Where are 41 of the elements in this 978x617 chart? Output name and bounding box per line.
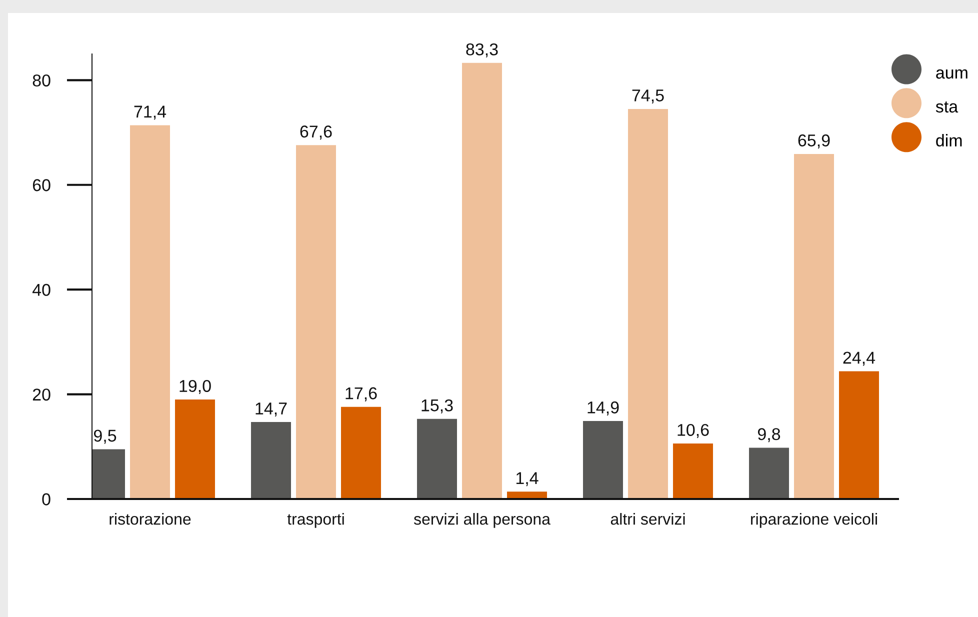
data-label: 24,4: [843, 352, 876, 366]
data-label: 17,6: [346, 387, 377, 402]
data-label: 83,3: [466, 43, 498, 58]
legend-label: sta: [936, 101, 958, 113]
y-tick-label: 80: [32, 74, 50, 87]
legend-label: dim: [936, 134, 962, 147]
data-label: 14,7: [256, 402, 287, 417]
bar: [749, 448, 789, 499]
bar: [175, 400, 215, 499]
x-tick-label: servizi alla persona: [414, 513, 550, 528]
data-label: 9,8: [758, 428, 780, 442]
data-label: 67,6: [300, 126, 332, 140]
x-tick-label: trasporti: [287, 513, 344, 528]
x-tick-label: ristorazione: [110, 513, 191, 525]
data-label: 1,4: [516, 472, 538, 486]
bar: [462, 62, 502, 499]
x-tick-label: riparazione veicoli: [751, 513, 877, 528]
bar: [341, 406, 381, 499]
data-label: 10,6: [678, 424, 709, 438]
data-label: 19,0: [180, 380, 211, 394]
data-label: 74,5: [632, 90, 664, 104]
bar: [417, 418, 457, 499]
bar: [583, 420, 623, 499]
data-label: 65,9: [798, 134, 830, 148]
data-label: 9,5: [94, 430, 116, 444]
y-tick-label: 40: [32, 284, 50, 296]
legend-label: aum: [936, 69, 968, 79]
x-tick-label: altri servizi: [610, 513, 685, 525]
data-label: 14,9: [588, 401, 619, 416]
y-tick-label: 60: [32, 179, 50, 192]
bar: [794, 154, 834, 499]
bar: [130, 125, 170, 499]
y-tick-label: 0: [42, 493, 50, 506]
bar: [673, 444, 713, 499]
bar: [628, 108, 668, 499]
bar: [296, 145, 336, 499]
y-tick-label: 20: [32, 388, 50, 401]
bar: [251, 422, 291, 499]
data-label: 71,4: [134, 106, 166, 120]
bar: [839, 371, 879, 499]
data-label: 15,3: [422, 399, 453, 414]
